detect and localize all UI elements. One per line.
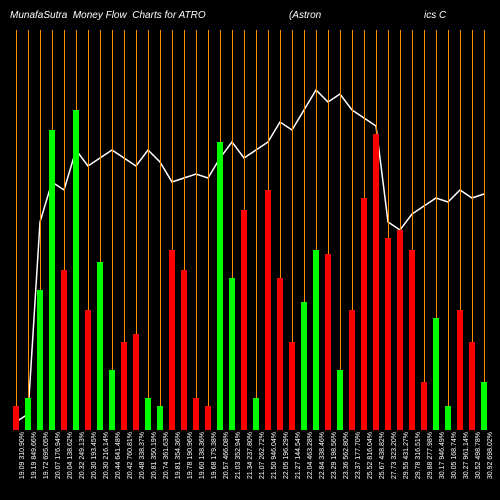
x-tick-label: 21.27 144.54%: [295, 432, 302, 479]
x-tick-label: 19.19 849.66%: [31, 432, 38, 479]
x-tick-label: 30.52 498.78%: [475, 432, 482, 479]
gridline: [208, 30, 209, 430]
x-tick-label: 21.50 946.04%: [271, 432, 278, 479]
x-tick-label: 27.73 323.20%: [391, 432, 398, 479]
bar: [145, 398, 150, 430]
gridline: [256, 30, 257, 430]
bar: [409, 250, 414, 430]
bar: [133, 334, 138, 430]
x-tick-label: 22.84 338.46%: [319, 432, 326, 479]
bar: [157, 406, 162, 430]
x-tick-label: 20.57 466.08%: [223, 432, 230, 479]
bar: [397, 230, 402, 430]
gridline: [196, 30, 197, 430]
x-tick-label: 19.68 179.38%: [211, 432, 218, 479]
x-tick-label: 22.04 463.28%: [307, 432, 314, 479]
x-tick-label: 22.05 196.29%: [283, 432, 290, 479]
x-tick-label: 20.30 193.45%: [91, 432, 98, 479]
bar: [265, 190, 270, 430]
x-tick-label: 23.37 177.70%: [355, 432, 362, 479]
bar: [169, 250, 174, 430]
gridline: [16, 30, 17, 430]
bar: [61, 270, 66, 430]
x-tick-label: 20.48 338.37%: [139, 432, 146, 479]
x-tick-label: 30.05 168.74%: [451, 432, 458, 479]
x-tick-label: 20.32 249.13%: [79, 432, 86, 479]
x-tick-label: 29.78 316.51%: [415, 432, 422, 479]
bar: [37, 290, 42, 430]
gridline: [424, 30, 425, 430]
x-tick-label: 23.29 198.56%: [331, 432, 338, 479]
plot-area: [10, 30, 490, 430]
bar: [421, 382, 426, 430]
price-line: [10, 30, 490, 430]
bar: [481, 382, 486, 430]
bar: [181, 270, 186, 430]
bar: [241, 210, 246, 430]
bar: [25, 398, 30, 430]
bar: [277, 278, 282, 430]
x-tick-label: 20.81 350.19%: [151, 432, 158, 479]
x-tick-label: 20.30 216.14%: [103, 432, 110, 479]
bar: [349, 310, 354, 430]
bar: [109, 370, 114, 430]
x-tick-label: 19.09 310.90%: [19, 432, 26, 479]
x-tick-label: 30.17 946.49%: [439, 432, 446, 479]
bar: [73, 110, 78, 430]
bar: [85, 310, 90, 430]
bar: [361, 198, 366, 430]
bar: [313, 250, 318, 430]
x-tick-label: 29.88 277.98%: [427, 432, 434, 479]
bar: [13, 406, 18, 430]
chart-frame: MunafaSutra Money Flow Charts for ATRO (…: [0, 0, 500, 500]
x-tick-label: 19.78 190.96%: [187, 432, 194, 479]
bar: [373, 134, 378, 430]
x-tick-label: 19.60 138.36%: [199, 432, 206, 479]
bar: [433, 318, 438, 430]
x-tick-label: 29.55 431.27%: [403, 432, 410, 479]
bar: [301, 302, 306, 430]
gridline: [28, 30, 29, 430]
x-axis-labels: 19.09 310.90% 19.19 849.66% 19.72 695.05% 2…: [10, 430, 490, 500]
x-tick-label: 30.92 698.02%: [487, 432, 494, 479]
x-tick-label: 25.52 816.04%: [367, 432, 374, 479]
gridline: [484, 30, 485, 430]
x-tick-label: 20.07 176.94%: [55, 432, 62, 479]
bar: [193, 398, 198, 430]
x-tick-label: 19.81 354.36%: [175, 432, 182, 479]
x-tick-label: 20.44 641.48%: [115, 432, 122, 479]
bar: [253, 398, 258, 430]
chart-title: MunafaSutra Money Flow Charts for ATRO (…: [10, 10, 446, 21]
gridline: [448, 30, 449, 430]
bar: [385, 238, 390, 430]
x-tick-label: 20.04 138.62%: [67, 432, 74, 479]
gridline: [148, 30, 149, 430]
bar: [469, 342, 474, 430]
bar: [97, 262, 102, 430]
x-tick-label: 21.07 262.72%: [259, 432, 266, 479]
x-tick-label: 25.67 438.82%: [379, 432, 386, 479]
bar: [217, 142, 222, 430]
x-tick-label: 23.36 562.80%: [343, 432, 350, 479]
x-tick-label: 20.74 361.63%: [163, 432, 170, 479]
bar: [121, 342, 126, 430]
bar: [325, 254, 330, 430]
gridline: [160, 30, 161, 430]
x-tick-label: 19.72 695.05%: [43, 432, 50, 479]
x-tick-label: 21.34 237.80%: [247, 432, 254, 479]
x-tick-label: 21.03 352.94%: [235, 432, 242, 479]
bar: [337, 370, 342, 430]
bar: [289, 342, 294, 430]
x-tick-label: 30.27 961.14%: [463, 432, 470, 479]
x-tick-label: 20.42 760.81%: [127, 432, 134, 479]
bar: [457, 310, 462, 430]
bar: [445, 406, 450, 430]
bar: [205, 406, 210, 430]
bar: [49, 130, 54, 430]
bar: [229, 278, 234, 430]
